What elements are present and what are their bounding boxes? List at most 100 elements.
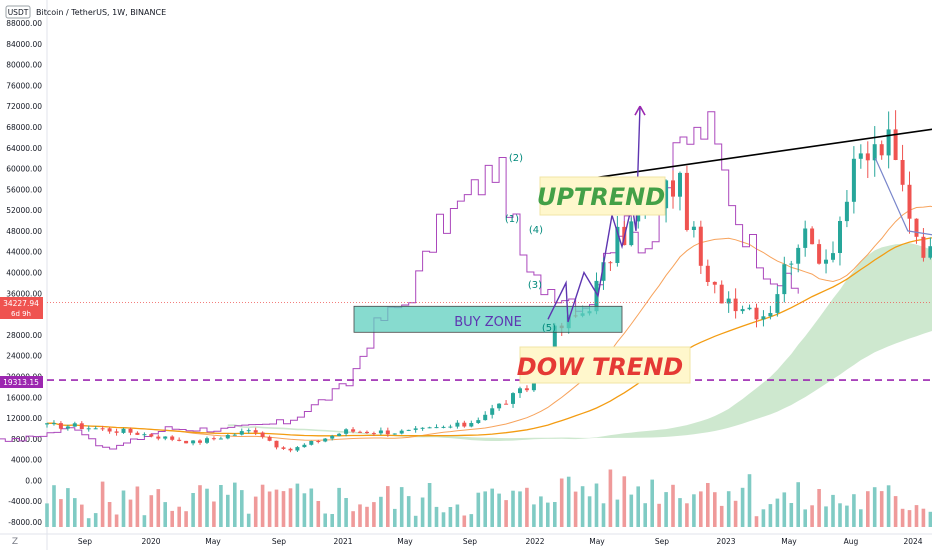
candle-body[interactable] [52, 423, 56, 425]
candle-body[interactable] [851, 158, 856, 202]
candle-body[interactable] [260, 432, 265, 437]
candle-body[interactable] [371, 433, 376, 435]
candle-body[interactable] [365, 431, 369, 433]
projected-path[interactable] [547, 106, 641, 323]
candle-body[interactable] [316, 441, 321, 442]
candle-body[interactable] [907, 184, 912, 219]
candle-body[interactable] [712, 281, 717, 285]
candle-body[interactable] [664, 180, 669, 209]
candle-body[interactable] [782, 264, 787, 295]
candle-body[interactable] [267, 436, 272, 441]
candle-body[interactable] [211, 438, 216, 440]
candle-body[interactable] [45, 423, 49, 425]
candle-body[interactable] [121, 428, 126, 433]
candle-body[interactable] [768, 313, 773, 317]
candle-body[interactable] [434, 427, 439, 429]
candle-body[interactable] [844, 201, 849, 222]
candle-body[interactable] [253, 430, 258, 433]
candle-body[interactable] [893, 129, 898, 160]
candle-body[interactable] [504, 403, 509, 405]
candle-body[interactable] [552, 325, 557, 355]
candle-body[interactable] [705, 265, 710, 282]
candle-body[interactable] [469, 423, 474, 427]
candle-body[interactable] [351, 429, 356, 432]
candle-body[interactable] [177, 439, 182, 441]
candle-body[interactable] [93, 428, 98, 430]
candle-body[interactable] [462, 422, 467, 427]
candle-body[interactable] [302, 444, 307, 448]
candle-body[interactable] [726, 298, 731, 304]
candle-body[interactable] [747, 307, 752, 310]
candle-body[interactable] [79, 423, 84, 430]
candle-body[interactable] [775, 294, 780, 313]
candle-body[interactable] [678, 172, 682, 197]
candle-body[interactable] [928, 246, 932, 258]
candle-body[interactable] [385, 430, 390, 435]
candle-body[interactable] [817, 244, 822, 264]
candle-body[interactable] [810, 228, 815, 245]
candle-body[interactable] [65, 426, 70, 429]
candle-body[interactable] [719, 284, 724, 304]
candle-body[interactable] [497, 403, 502, 409]
candle-body[interactable] [239, 431, 244, 435]
candle-body[interactable] [170, 436, 175, 440]
candle-body[interactable] [420, 427, 425, 429]
candle-body[interactable] [358, 431, 362, 433]
candle-body[interactable] [789, 263, 794, 265]
symbol-title[interactable]: Bitcoin / TetherUS, 1W, BINANCE [36, 8, 166, 17]
candle-body[interactable] [455, 422, 460, 427]
candle-body[interactable] [831, 253, 835, 260]
candle-body[interactable] [698, 226, 703, 266]
candle-body[interactable] [524, 388, 529, 391]
candle-body[interactable] [337, 433, 342, 436]
candle-body[interactable] [900, 160, 905, 185]
candle-body[interactable] [100, 428, 105, 430]
candle-body[interactable] [483, 414, 488, 421]
candle-body[interactable] [733, 298, 738, 312]
candle-body[interactable] [107, 428, 112, 432]
candle-body[interactable] [114, 431, 119, 433]
candle-body[interactable] [594, 280, 599, 312]
candle-body[interactable] [796, 247, 801, 264]
candle-body[interactable] [309, 441, 314, 445]
candle-body[interactable] [754, 307, 759, 320]
candle-body[interactable] [824, 259, 828, 264]
candle-body[interactable] [225, 435, 230, 439]
dow-trend-label-box[interactable] [519, 346, 691, 384]
candle-body[interactable] [914, 218, 919, 237]
candle-body[interactable] [274, 440, 279, 448]
currency-badge-box[interactable] [5, 5, 31, 19]
candle-body[interactable] [872, 144, 877, 161]
uptrend-label-box[interactable] [539, 176, 666, 216]
candle-body[interactable] [518, 388, 522, 394]
candle-body[interactable] [511, 393, 515, 404]
candle-body[interactable] [281, 447, 286, 449]
candle-body[interactable] [671, 180, 675, 197]
candle-body[interactable] [629, 221, 634, 246]
candle-body[interactable] [288, 448, 293, 451]
candle-body[interactable] [135, 432, 140, 435]
candle-body[interactable] [232, 434, 237, 436]
candle-body[interactable] [858, 153, 863, 159]
candle-body[interactable] [142, 434, 147, 436]
candle-body[interactable] [399, 430, 404, 434]
candle-body[interactable] [441, 426, 446, 428]
timezone-z-icon[interactable]: Z [12, 537, 18, 547]
candle-body[interactable] [163, 436, 168, 439]
candle-body[interactable] [149, 434, 154, 437]
candle-body[interactable] [601, 262, 606, 281]
candle-body[interactable] [476, 420, 481, 423]
candle-body[interactable] [156, 436, 161, 439]
resistance-trendline[interactable] [586, 101, 932, 180]
candle-body[interactable] [615, 226, 620, 263]
candle-body[interactable] [608, 262, 613, 264]
candle-body[interactable] [58, 423, 63, 429]
buy-zone-box[interactable] [353, 305, 623, 333]
candle-body[interactable] [636, 214, 641, 222]
candle-body[interactable] [295, 447, 300, 451]
candle-body[interactable] [128, 428, 133, 433]
candle-body[interactable] [344, 429, 349, 434]
candle-body[interactable] [330, 435, 335, 439]
candle-body[interactable] [865, 153, 870, 161]
